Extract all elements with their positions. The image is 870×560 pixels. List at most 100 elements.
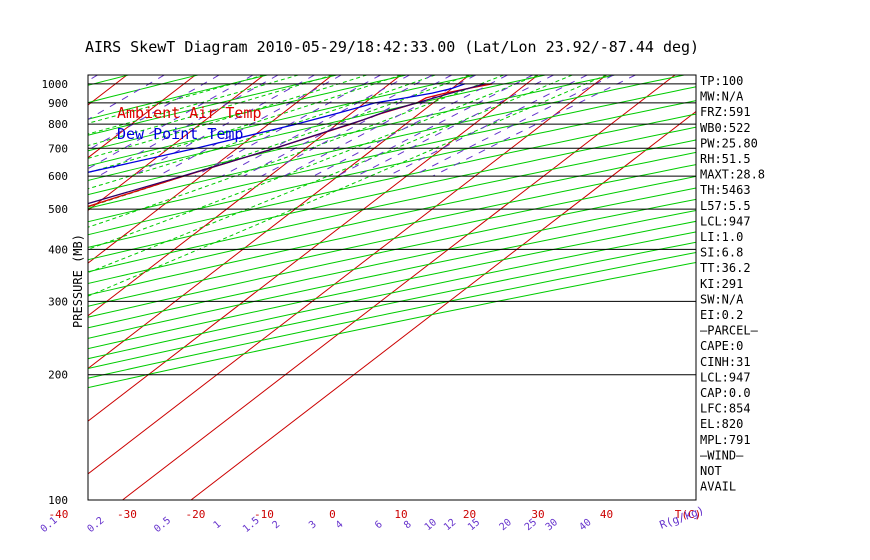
index-value: NOT xyxy=(700,464,722,478)
index-value: CAP:0.0 xyxy=(700,386,751,400)
bottom-temp-tick-label: 30 xyxy=(531,508,544,521)
isotherm-line xyxy=(88,75,196,159)
mixing-ratio-tick-label: 30 xyxy=(544,517,560,533)
index-value: CAPE:0 xyxy=(700,339,743,353)
index-value: EI:0.2 xyxy=(700,308,743,322)
bottom-temp-tick-label: -40 xyxy=(49,508,69,521)
index-value: CINH:31 xyxy=(700,355,751,369)
mixing-ratio-tick-label: 40 xyxy=(577,517,593,533)
isotherm-line xyxy=(88,75,470,370)
index-value: TH:5463 xyxy=(700,183,751,197)
index-value: SI:6.8 xyxy=(700,246,743,260)
index-value: MAXT:28.8 xyxy=(700,168,765,182)
mixing-ratio-line xyxy=(88,75,254,170)
dry-adiabat-line xyxy=(88,75,407,152)
dry-adiabat-line xyxy=(88,75,338,136)
index-value: AVAIL xyxy=(700,480,736,494)
dry-adiabat-line xyxy=(88,75,685,209)
mixing-ratio-line xyxy=(261,75,452,177)
pressure-tick-label: 200 xyxy=(48,369,68,382)
pressure-tick-label: 400 xyxy=(48,243,68,256)
mixing-ratio-line xyxy=(98,75,279,177)
mixing-ratio-tick-label: 6 xyxy=(373,519,385,531)
mixing-ratio-line xyxy=(88,75,165,121)
mixing-ratio-line xyxy=(221,75,410,177)
mixing-ratio-line xyxy=(157,75,342,177)
dry-adiabat-line xyxy=(88,209,696,339)
dry-adiabat-line xyxy=(88,100,696,236)
x-axis-label: T(C) xyxy=(675,508,702,521)
bottom-temp-tick-label: -10 xyxy=(254,508,274,521)
mixing-ratio-tick-label: 1 xyxy=(212,519,224,531)
mixing-ratio-line xyxy=(243,75,433,177)
pressure-tick-label: 800 xyxy=(48,118,68,131)
pressure-tick-label: 1000 xyxy=(42,78,69,91)
mixing-ratio-tick-label: 8 xyxy=(402,519,414,531)
mixing-ratio-line xyxy=(412,75,614,177)
dry-adiabat-line xyxy=(88,113,696,248)
pressure-tick-label: 600 xyxy=(48,170,68,183)
parcel-line xyxy=(88,83,486,205)
pressure-tick-label: 500 xyxy=(48,203,68,216)
chart-title: AIRS SkewT Diagram 2010-05-29/18:42:33.0… xyxy=(85,38,699,56)
bottom-temp-tick-label: 20 xyxy=(463,508,476,521)
mixing-ratio-line xyxy=(356,75,554,177)
legend-air-temp: Ambient Air Temp xyxy=(117,104,262,122)
mixing-ratio-tick-label: 0.5 xyxy=(152,515,173,535)
index-value: FRZ:591 xyxy=(700,105,751,119)
dry-adiabat-line xyxy=(88,164,696,296)
dry-adiabat-line xyxy=(88,75,476,167)
dry-adiabat-line xyxy=(88,220,696,350)
pressure-tick-label: 300 xyxy=(48,295,68,308)
bottom-temp-tick-label: -20 xyxy=(186,508,206,521)
mixing-ratio-line xyxy=(313,75,508,177)
index-value: MPL:791 xyxy=(700,433,751,447)
pressure-tick-label: 900 xyxy=(48,97,68,110)
dry-adiabat-line xyxy=(88,75,615,196)
isotherm-line xyxy=(88,75,333,264)
mixing-ratio-line xyxy=(336,75,533,177)
index-value: TT:36.2 xyxy=(700,261,751,275)
dry-adiabat-line xyxy=(88,126,696,261)
dry-adiabat-line xyxy=(88,241,696,370)
mixing-ratio-tick-label: 12 xyxy=(442,517,458,533)
mixing-ratio-tick-label: 0.2 xyxy=(86,515,107,535)
index-value: LCL:947 xyxy=(700,370,751,384)
index-value: LFC:854 xyxy=(700,402,751,416)
mixing-ratio-line xyxy=(387,75,588,177)
dry-adiabat-line xyxy=(88,151,696,285)
pressure-tick-label: 700 xyxy=(48,142,68,155)
index-value: —WIND— xyxy=(700,448,744,462)
dry-adiabat-line xyxy=(88,86,696,223)
legend-dew-point: Dew Point Temp xyxy=(117,125,243,143)
index-value: WB0:522 xyxy=(700,121,751,135)
isotherm-line xyxy=(122,75,676,500)
plot-frame xyxy=(87,74,697,501)
mixing-ratio-line xyxy=(432,75,636,177)
dry-adiabat-line xyxy=(88,75,268,120)
dry-adiabat-line xyxy=(88,175,696,307)
mixing-ratio-tick-label: 3 xyxy=(307,519,319,531)
index-value: MW:N/A xyxy=(700,90,744,104)
index-value: KI:291 xyxy=(700,277,743,291)
mixing-ratio-line xyxy=(132,75,315,177)
bottom-temp-tick-label: -30 xyxy=(117,508,137,521)
isotherm-line xyxy=(88,75,539,422)
bottom-temp-tick-label: 40 xyxy=(600,508,613,521)
index-value: SW:N/A xyxy=(700,292,744,306)
dry-adiabat-line xyxy=(88,139,696,273)
mixing-ratio-line xyxy=(194,75,381,177)
dry-adiabat-line xyxy=(88,261,696,389)
dry-adiabat-line xyxy=(0,75,59,500)
plot-border xyxy=(87,74,697,501)
isotherm-line xyxy=(0,75,59,500)
mixing-ratio-tick-label: 2 xyxy=(271,519,283,531)
mixing-ratio-tick-label: 10 xyxy=(423,517,439,533)
index-value: RH:51.5 xyxy=(700,152,751,166)
index-value: —PARCEL— xyxy=(700,324,759,338)
isotherm-line xyxy=(88,75,402,317)
mixing-ratio-line xyxy=(88,75,220,151)
index-value: L57:5.5 xyxy=(700,199,751,213)
